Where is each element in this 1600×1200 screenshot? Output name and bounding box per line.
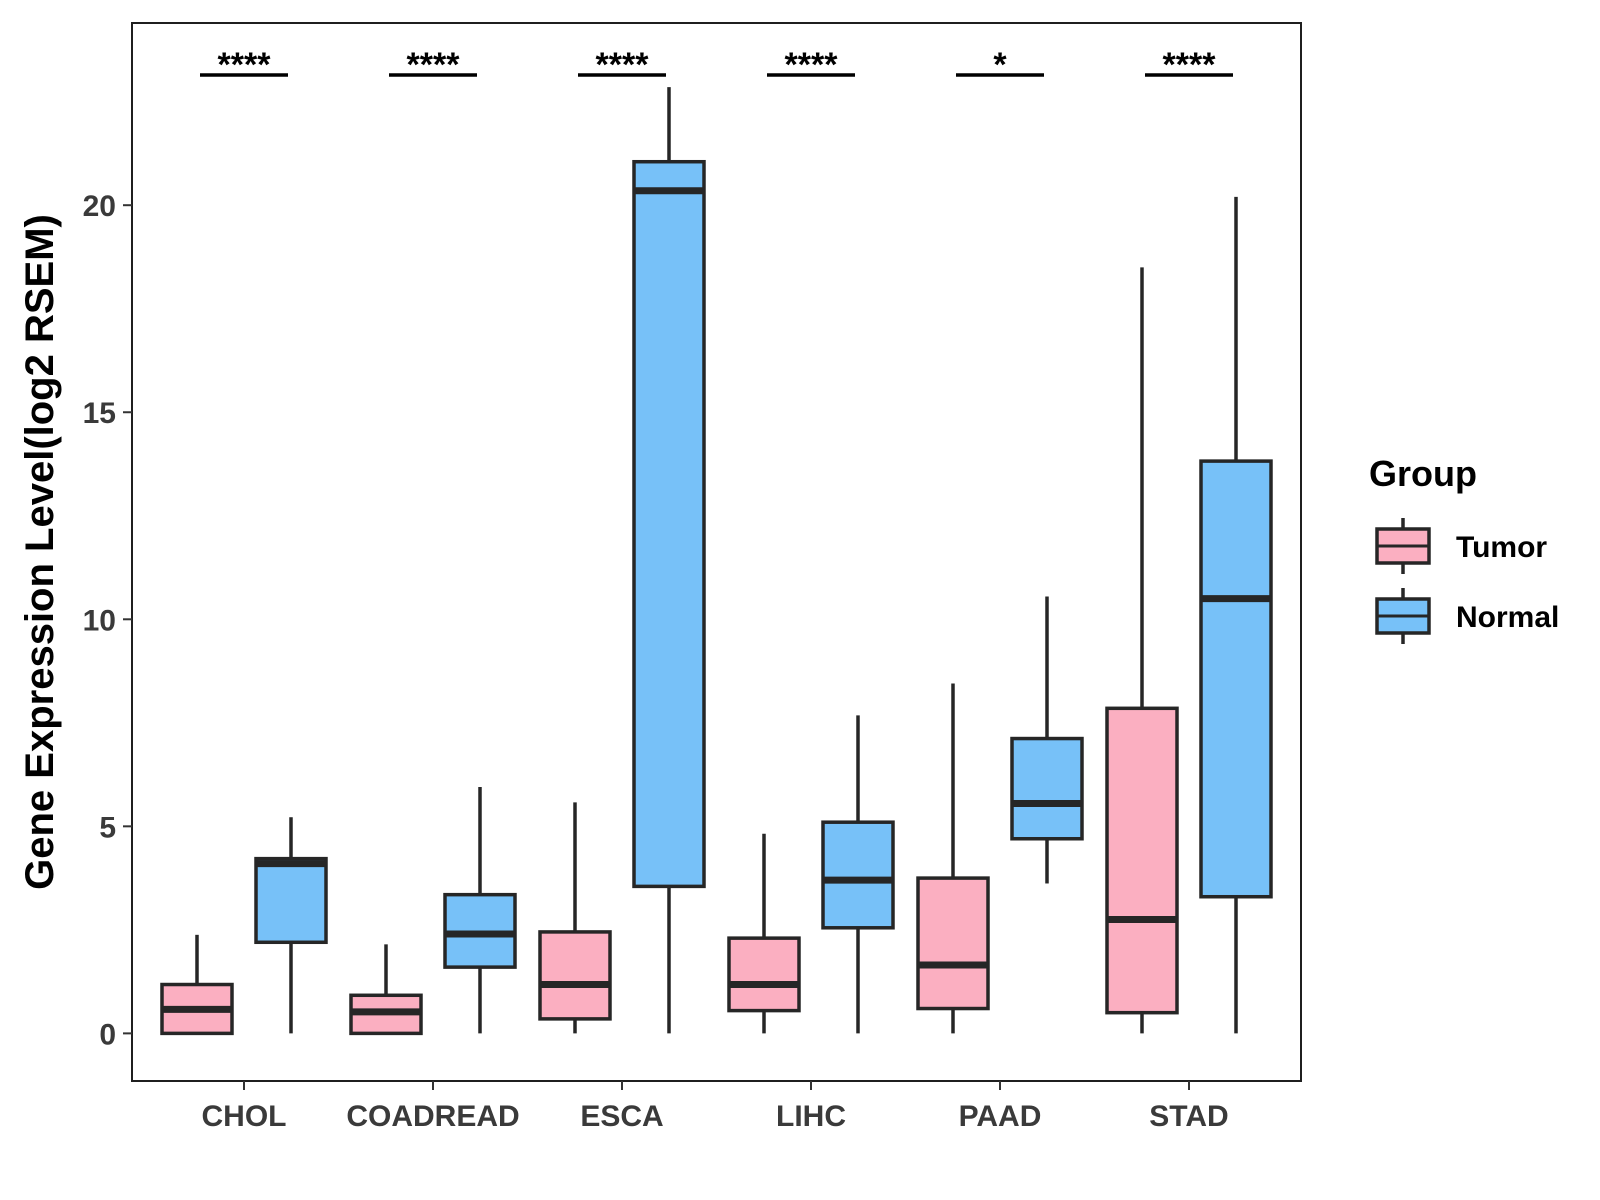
box-body (916, 876, 990, 1011)
box-body (1010, 736, 1084, 841)
box-tumor-coadread (349, 944, 423, 1036)
box-tumor-paad (916, 683, 990, 1034)
box-normal-paad (1010, 596, 1084, 884)
box-normal-coadread (443, 786, 517, 1034)
significance-label: **** (407, 46, 461, 84)
significance-label: **** (785, 46, 839, 84)
box-body (1105, 706, 1179, 1015)
x-tick-label: LIHC (776, 1100, 846, 1133)
box-normal-lihc (821, 715, 895, 1034)
y-tick-label: 20 (83, 190, 116, 223)
y-axis: 0 5 10 15 20 (83, 190, 132, 1051)
box-body (254, 856, 328, 945)
y-tick-label: 5 (99, 811, 116, 844)
box-body (727, 936, 801, 1013)
box-normal-chol (254, 817, 328, 1034)
x-tick-label: PAAD (959, 1100, 1042, 1133)
x-tick-label: CHOL (202, 1100, 287, 1133)
box-body (821, 820, 895, 930)
significance-label: **** (218, 46, 272, 84)
box-body (1199, 459, 1273, 899)
y-axis-label: Gene Expression Level(log2 RSEM) (18, 214, 62, 890)
x-tick-label: STAD (1149, 1100, 1228, 1133)
significance-label: **** (596, 46, 650, 84)
legend-label: Tumor (1456, 531, 1547, 564)
x-tick-label: COADREAD (346, 1100, 519, 1133)
x-tick-label: ESCA (580, 1100, 663, 1133)
legend: Group Tumor Normal (1369, 453, 1559, 644)
significance-label: **** (1163, 46, 1217, 84)
box-normal-stad (1199, 196, 1273, 1034)
x-axis: CHOL COADREAD ESCA LIHC PAAD STAD (202, 1081, 1229, 1133)
y-tick-label: 0 (99, 1018, 116, 1051)
legend-title: Group (1369, 453, 1477, 494)
box-tumor-esca (538, 802, 612, 1034)
box-body (632, 159, 706, 889)
legend-label: Normal (1456, 601, 1559, 634)
box-tumor-lihc (727, 833, 801, 1034)
significance-label: * (993, 46, 1007, 84)
y-tick-label: 15 (83, 397, 116, 430)
y-tick-label: 10 (83, 604, 116, 637)
plot-area: **** **** **** **** * **** (160, 46, 1273, 1036)
box-normal-esca (632, 87, 706, 1034)
plot-border (131, 22, 1302, 1082)
box-tumor-chol (160, 934, 234, 1036)
legend-entry-normal: Normal (1375, 588, 1559, 644)
box-tumor-stad (1105, 267, 1179, 1034)
legend-entry-tumor: Tumor (1375, 518, 1547, 574)
box-body (538, 930, 612, 1021)
